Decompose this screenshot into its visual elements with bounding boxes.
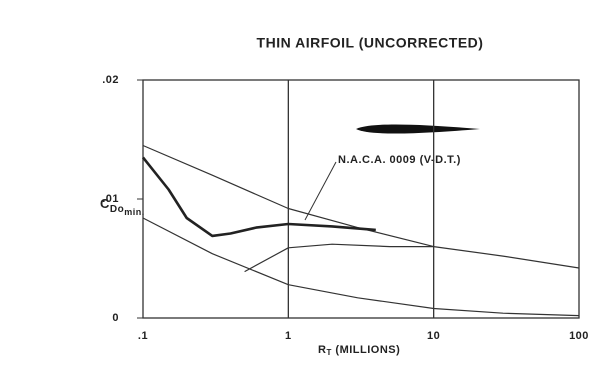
chart-title: THIN AIRFOIL (UNCORRECTED) (257, 35, 484, 51)
x-tick-label: 1 (285, 330, 292, 342)
y-label-subsub: min. (124, 207, 145, 217)
x-label-sub: T (326, 348, 331, 357)
airfoil-sketch (356, 124, 480, 134)
annotation: N.A.C.A. 0009 (V-D.T.) (338, 154, 461, 166)
x-label-rest: (MILLIONS) (332, 344, 400, 356)
x-tick-label: .1 (138, 330, 148, 342)
y-tick-label: 0 (112, 312, 119, 324)
curve (142, 217, 580, 317)
y-label-main: C (100, 196, 110, 211)
y-axis-label: CDomin. (100, 196, 145, 217)
y-label-sub: Do (110, 204, 124, 215)
curve (244, 243, 434, 273)
x-tick-label: 100 (569, 330, 589, 342)
y-tick-label: .02 (102, 74, 119, 86)
leader-line (304, 161, 337, 221)
y-tick-label: .01 (102, 193, 119, 205)
x-label-main: R (318, 344, 326, 356)
x-axis-label: RT (MILLIONS) (318, 344, 400, 357)
x-tick-label: 10 (427, 330, 440, 342)
plot-frame (142, 79, 580, 319)
curve (141, 156, 376, 238)
